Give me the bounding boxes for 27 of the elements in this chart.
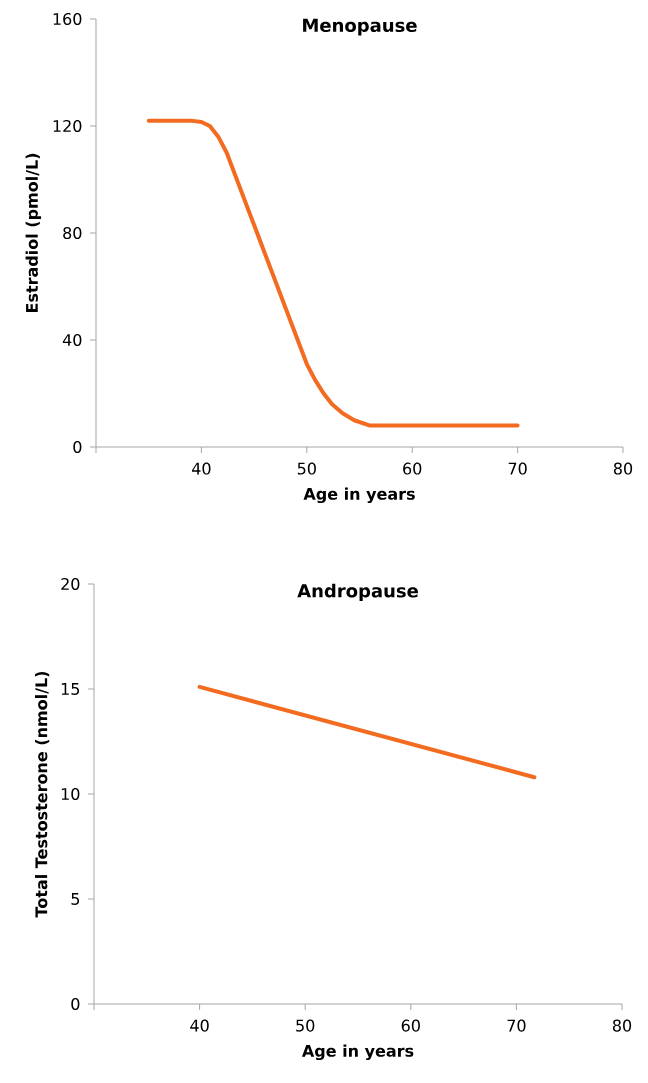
y-tick-label: 80 <box>63 226 82 240</box>
y-tick-label: 120 <box>53 119 82 133</box>
y-axis-title: Total Testosterone (nmol/L) <box>34 671 50 918</box>
y-tick-label: 40 <box>62 333 82 347</box>
x-tick-label: 40 <box>192 462 211 475</box>
x-tick-label: 60 <box>401 1019 420 1032</box>
x-tick-label: 40 <box>190 1019 209 1032</box>
y-tick-label: 5 <box>71 893 80 905</box>
y-tick-label: 20 <box>61 577 80 591</box>
x-tick-label: 70 <box>507 1019 526 1032</box>
line-series <box>146 118 520 428</box>
y-tick-label: 10 <box>61 787 80 801</box>
x-tick-label: 80 <box>612 1019 632 1032</box>
y-tick-label: 15 <box>61 683 80 695</box>
x-tick-label: 80 <box>613 462 633 475</box>
y-tick-label: 0 <box>73 440 82 454</box>
chart-title: Menopause <box>303 18 417 36</box>
chart-title: Andropause <box>297 583 418 602</box>
y-tick-label: 0 <box>71 997 80 1011</box>
y-axis-title: Estradiol (pmol/L) <box>25 153 42 313</box>
x-axis-title: Age in years <box>303 487 415 504</box>
x-tick-label: 70 <box>508 462 527 475</box>
x-tick-label: 50 <box>297 462 316 475</box>
x-tick-label: 50 <box>296 1019 315 1032</box>
y-tick-label: 160 <box>53 12 82 26</box>
x-axis-title: Age in years <box>301 1044 414 1061</box>
x-tick-label: 60 <box>403 462 422 475</box>
